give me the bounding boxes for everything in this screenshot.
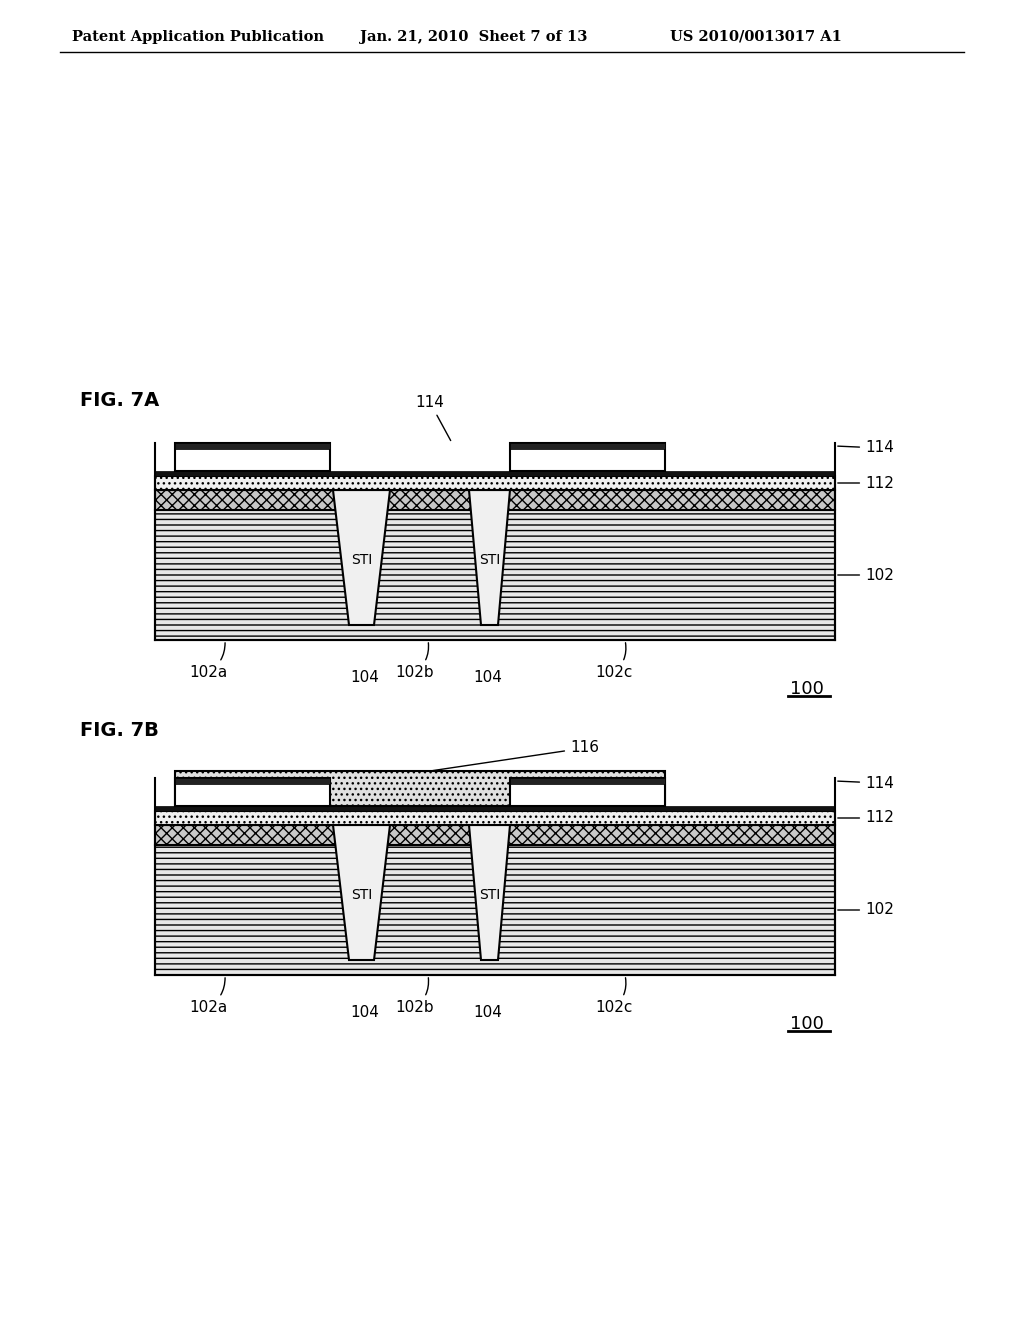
Text: 104: 104 xyxy=(350,1005,380,1020)
Text: 114: 114 xyxy=(416,395,451,441)
Polygon shape xyxy=(469,490,510,624)
Text: STI: STI xyxy=(479,553,501,568)
Text: 102b: 102b xyxy=(395,978,434,1015)
Text: US 2010/0013017 A1: US 2010/0013017 A1 xyxy=(670,30,842,44)
Bar xyxy=(155,477,835,490)
Text: STI: STI xyxy=(479,888,501,902)
Text: Jan. 21, 2010  Sheet 7 of 13: Jan. 21, 2010 Sheet 7 of 13 xyxy=(360,30,588,44)
Bar xyxy=(175,777,330,784)
Bar xyxy=(510,777,665,784)
Bar xyxy=(175,444,330,449)
Bar xyxy=(510,444,665,449)
Polygon shape xyxy=(333,490,390,624)
Text: 104: 104 xyxy=(473,671,503,685)
Bar xyxy=(155,807,835,810)
Text: 102: 102 xyxy=(838,568,894,582)
Bar xyxy=(510,777,665,807)
Text: STI: STI xyxy=(351,888,373,902)
Text: 102c: 102c xyxy=(595,643,633,680)
Text: 100: 100 xyxy=(790,1015,824,1034)
Bar xyxy=(175,771,665,807)
Text: 102a: 102a xyxy=(188,978,227,1015)
Bar xyxy=(510,444,665,471)
Text: 104: 104 xyxy=(350,671,380,685)
Bar xyxy=(155,510,835,640)
Text: 102a: 102a xyxy=(188,643,227,680)
Text: 112: 112 xyxy=(838,475,894,491)
Text: 102: 102 xyxy=(838,903,894,917)
Bar xyxy=(175,777,330,807)
Text: 102b: 102b xyxy=(395,643,434,680)
Text: 104: 104 xyxy=(473,1005,503,1020)
Text: FIG. 7A: FIG. 7A xyxy=(80,391,160,409)
Bar xyxy=(155,825,835,845)
Bar xyxy=(155,810,835,825)
Text: Patent Application Publication: Patent Application Publication xyxy=(72,30,324,44)
Text: 100: 100 xyxy=(790,680,824,698)
Polygon shape xyxy=(333,825,390,960)
Text: FIG. 7B: FIG. 7B xyxy=(80,721,159,739)
Text: 112: 112 xyxy=(838,810,894,825)
Bar xyxy=(175,444,330,471)
Text: 102c: 102c xyxy=(595,978,633,1015)
Polygon shape xyxy=(469,825,510,960)
Text: 114: 114 xyxy=(838,441,894,455)
Bar xyxy=(155,471,835,477)
Text: 116: 116 xyxy=(433,741,599,771)
Text: 114: 114 xyxy=(838,776,894,791)
Bar xyxy=(155,490,835,510)
Bar xyxy=(155,845,835,975)
Text: STI: STI xyxy=(351,553,373,568)
